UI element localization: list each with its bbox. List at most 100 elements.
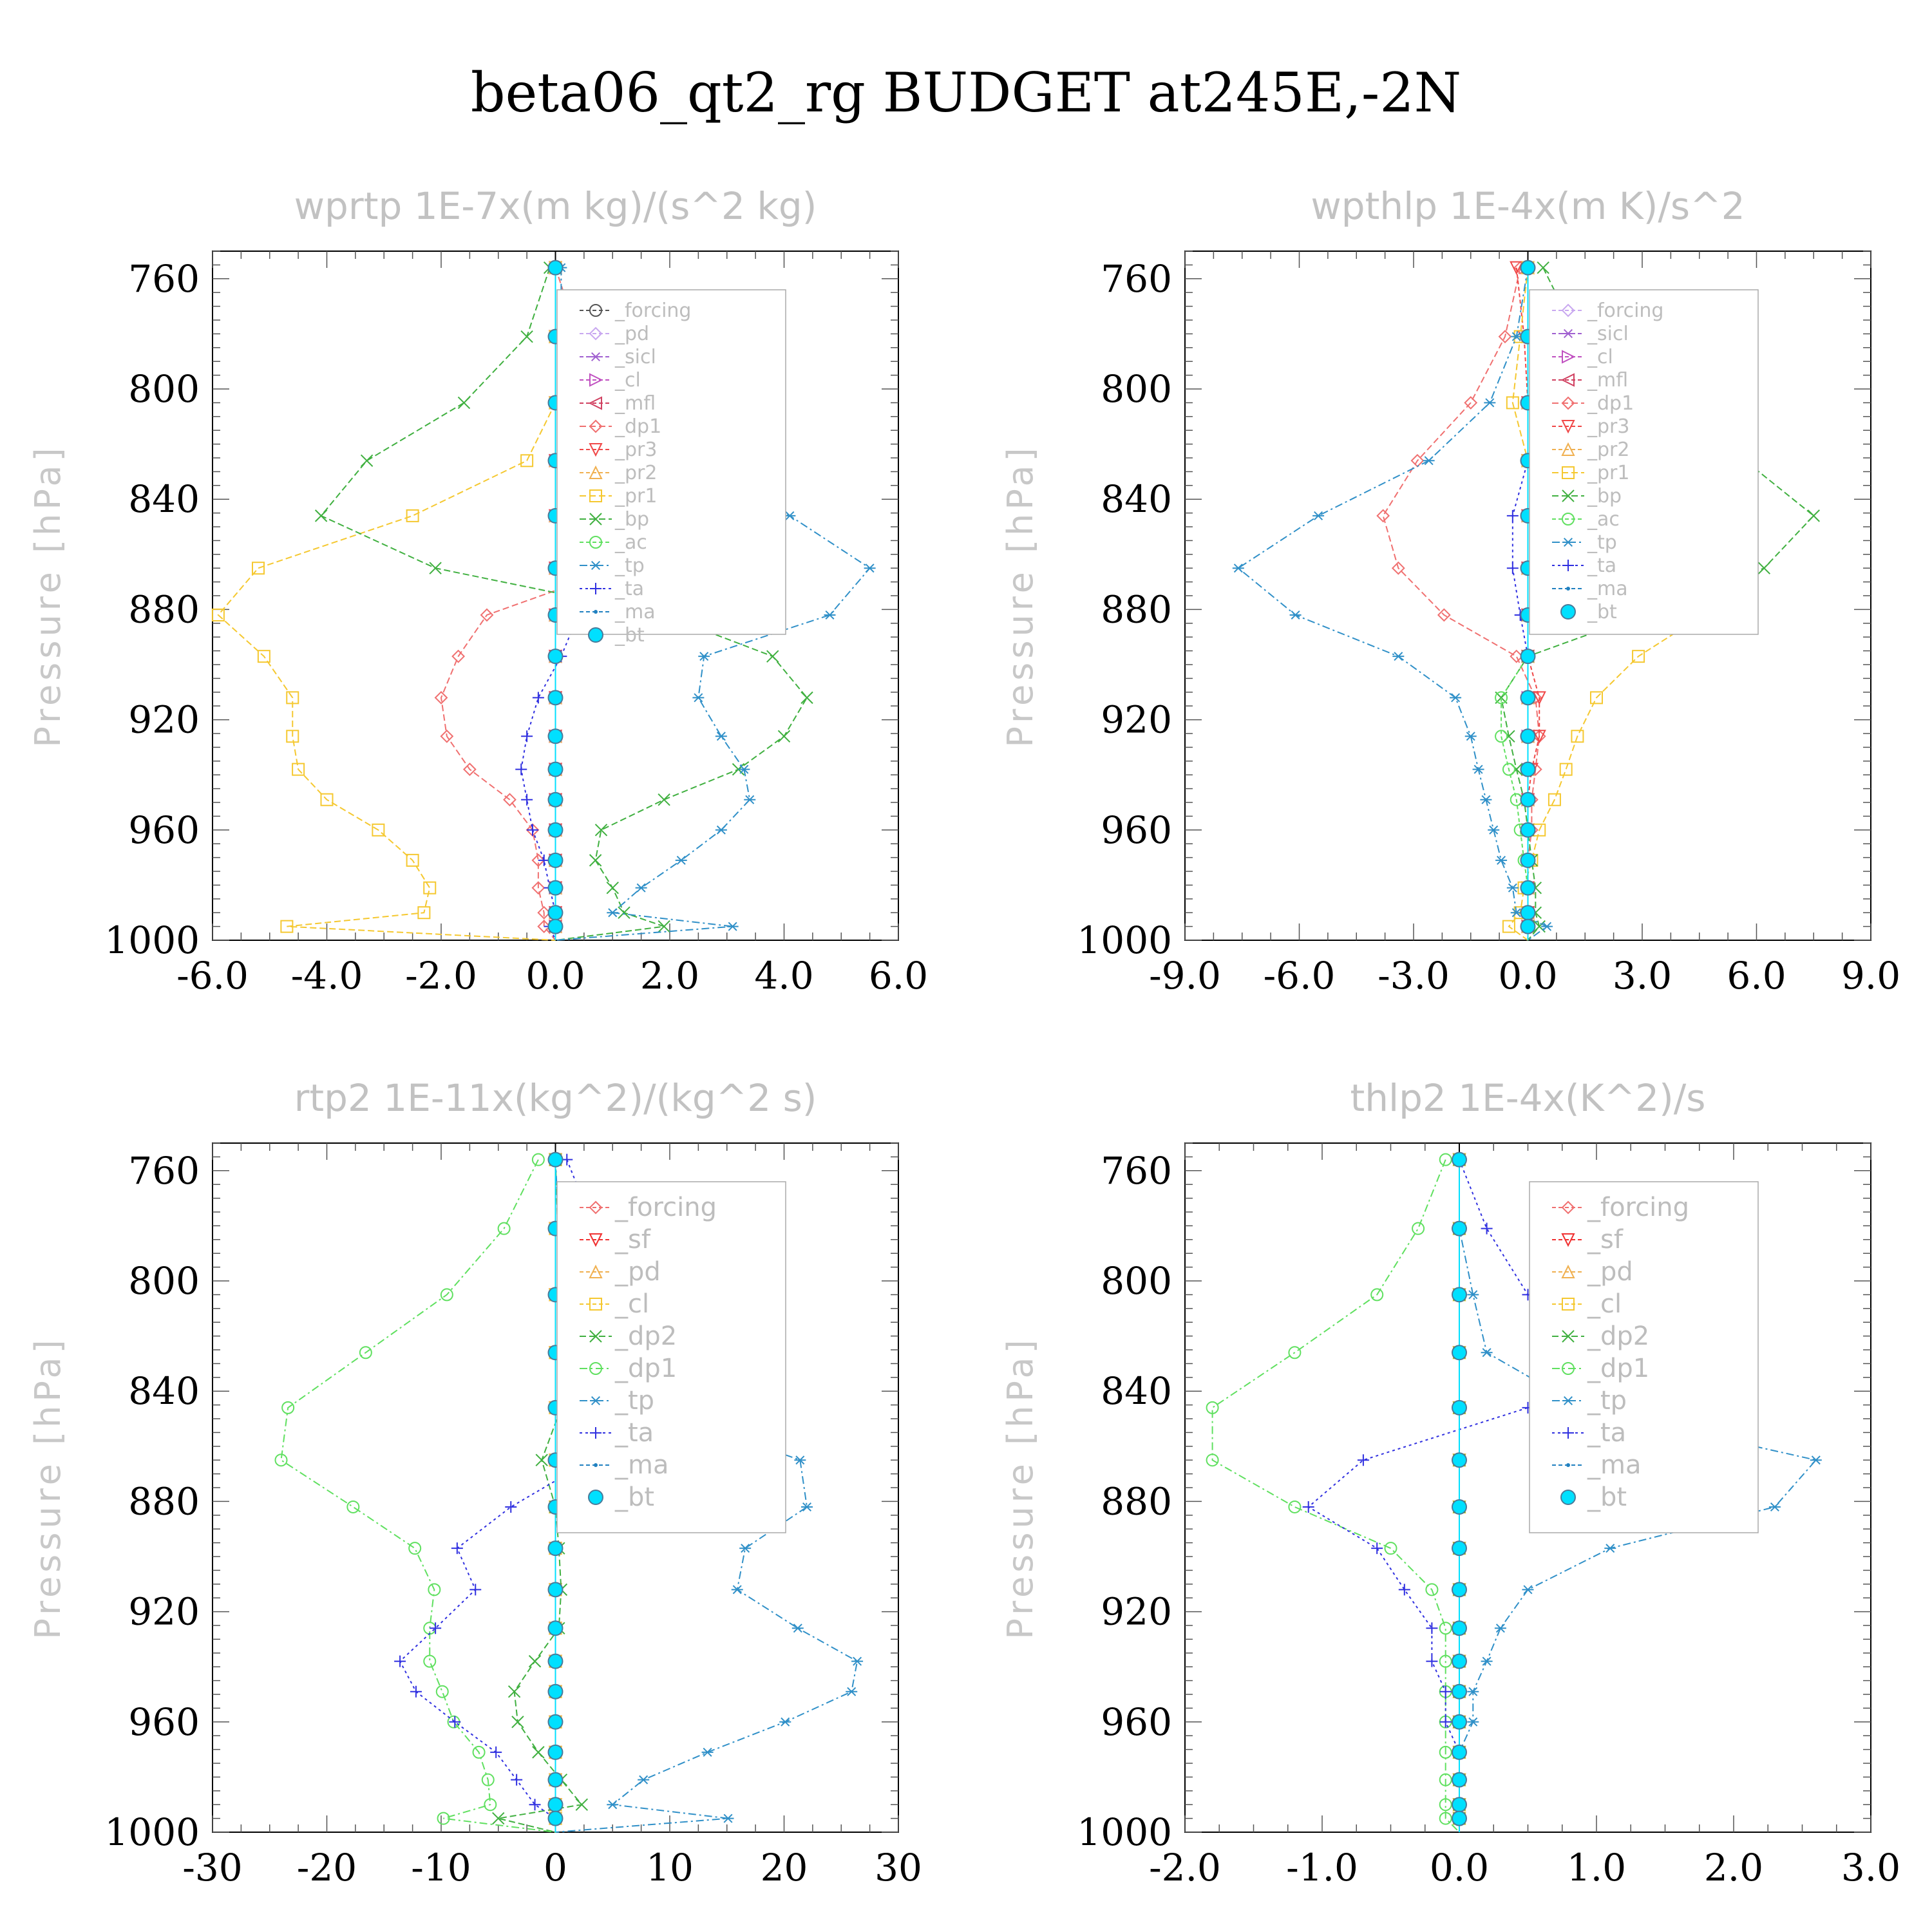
data-point (1537, 261, 1549, 274)
data-point (537, 905, 551, 920)
data-point (1481, 1222, 1493, 1235)
legend-label: _ac (614, 531, 647, 554)
data-point (394, 1655, 406, 1667)
data-point (547, 1582, 564, 1598)
data-point (1452, 1797, 1467, 1813)
legend-marker (1562, 1396, 1574, 1406)
legend-label: _bt (614, 1482, 654, 1512)
data-point (824, 610, 836, 620)
legend-marker (589, 1264, 603, 1278)
data-point (692, 693, 705, 703)
data-point (1452, 1582, 1467, 1598)
x-tick-label: 0.0 (1430, 1846, 1489, 1889)
legend-label: _pr1 (1587, 462, 1629, 484)
y-tick-label: 1000 (1077, 918, 1172, 962)
legend-label: _dp2 (614, 1321, 677, 1351)
legend-marker (1562, 1330, 1575, 1343)
x-tick-label: -10 (411, 1846, 471, 1889)
legend-marker (1561, 1264, 1575, 1278)
legend-label: _pd (614, 1257, 661, 1287)
legend-marker (590, 1427, 601, 1439)
legend-marker (588, 627, 603, 643)
data-point (1206, 1401, 1219, 1414)
legend-label: _forcing (614, 1193, 717, 1222)
data-point (547, 1540, 564, 1557)
data-point (469, 1584, 482, 1596)
data-point (1439, 1654, 1452, 1668)
y-tick-label: 760 (128, 257, 200, 301)
data-point (777, 730, 791, 743)
data-point (529, 1799, 541, 1811)
data-point (1398, 1584, 1410, 1596)
y-tick-label: 1000 (104, 1810, 200, 1854)
legend-marker (1562, 1298, 1575, 1311)
y-tick-label: 880 (128, 1479, 200, 1523)
x-tick-label: -30 (182, 1846, 242, 1889)
y-tick-label: 840 (1101, 1369, 1172, 1413)
data-point (1548, 793, 1561, 806)
data-point (1452, 1540, 1467, 1557)
chart-panel-1: wprtp 1E-7x(m kg)/(s^2 kg) Pressure [hPa]… (28, 184, 928, 998)
legend: _forcing _sf_pd_cl_dp2 _dp1 _tp_ta_ma_bt (1529, 1181, 1759, 1533)
data-point (281, 1401, 295, 1414)
x-tick-label: 6.0 (869, 954, 928, 998)
data-point (1520, 918, 1536, 934)
data-point (484, 1798, 497, 1812)
data-point (437, 1812, 450, 1825)
data-point (528, 1654, 542, 1668)
data-point (1590, 691, 1603, 705)
legend-marker (590, 352, 601, 362)
series-pr1 (211, 261, 562, 941)
data-point (1439, 1798, 1452, 1812)
data-point (1571, 730, 1584, 743)
series-line (1501, 267, 1529, 940)
series-line (1501, 267, 1815, 941)
data-point (1510, 649, 1524, 663)
y-tick-label: 840 (1101, 477, 1172, 521)
data-point (511, 1716, 524, 1728)
legend-label: _forcing (614, 299, 691, 322)
data-point (715, 825, 727, 835)
data-point (1532, 730, 1546, 744)
legend-label: _ta (614, 578, 644, 600)
series-bt (1452, 1151, 1467, 1832)
series-dp1 (274, 1153, 556, 1833)
data-point (1452, 1151, 1467, 1168)
x-tick-label: 9.0 (1841, 954, 1900, 998)
data-point (547, 791, 564, 808)
legend-label: _mfl (614, 392, 656, 415)
x-tick-label: -3.0 (1378, 954, 1450, 998)
data-point (801, 1502, 813, 1511)
panel-title: thlp2 1E-4x(K^2)/s (1350, 1076, 1705, 1120)
data-point (1488, 825, 1500, 835)
x-tick-label: 2.0 (1704, 1846, 1763, 1889)
data-point (547, 260, 564, 276)
legend-marker (1560, 1490, 1576, 1505)
data-point (1520, 761, 1536, 777)
x-tick-label: 1.0 (1567, 1846, 1626, 1889)
data-point (1520, 822, 1536, 838)
data-point (1439, 1812, 1452, 1825)
data-point (1481, 1348, 1493, 1358)
data-point (462, 762, 477, 777)
x-tick-label: 0.0 (1498, 954, 1557, 998)
data-point (1502, 762, 1515, 776)
data-point (359, 1346, 372, 1359)
data-point (1807, 509, 1820, 522)
data-point (511, 1774, 523, 1786)
data-point (1439, 1622, 1452, 1635)
data-point (1520, 649, 1536, 665)
y-tick-label: 960 (128, 1700, 200, 1744)
legend-label: _bt (1587, 601, 1617, 623)
data-point (480, 608, 494, 622)
chart-panel-3: rtp2 1E-11x(kg^2)/(kg^2 s) Pressure [hPa]… (28, 1076, 922, 1889)
legend-marker (1562, 537, 1574, 547)
data-point (1520, 880, 1536, 896)
y-tick-label: 760 (128, 1149, 200, 1193)
data-point (1520, 690, 1536, 706)
data-point (766, 650, 779, 663)
data-point (490, 1746, 502, 1758)
legend-label: _ta (1587, 554, 1616, 577)
data-point (726, 922, 739, 931)
